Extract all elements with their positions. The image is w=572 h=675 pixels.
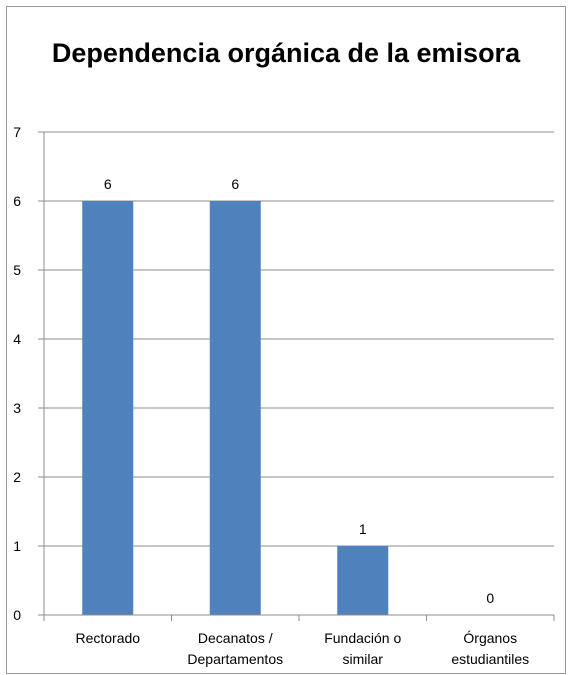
category-label: estudiantiles	[451, 651, 529, 667]
data-label: 1	[359, 521, 367, 537]
y-tick-label: 0	[13, 607, 21, 623]
y-tick-label: 3	[13, 400, 21, 416]
category-label: Departamentos	[187, 651, 283, 667]
data-labels: 6 6 1 0	[104, 176, 495, 606]
y-axis-ticks: 0 1 2 3 4 5 6 7	[13, 124, 44, 623]
bar	[337, 546, 389, 615]
data-label: 0	[486, 590, 494, 606]
bars	[82, 201, 389, 615]
x-axis	[43, 132, 555, 621]
y-tick-label: 2	[13, 469, 21, 485]
category-label: Rectorado	[75, 630, 140, 646]
category-label: Decanatos /	[198, 630, 273, 646]
category-labels: Rectorado Decanatos / Departamentos Fundaci…	[75, 630, 529, 667]
bar	[82, 201, 134, 615]
y-tick-label: 7	[13, 124, 21, 140]
chart-title: Dependencia orgánica de la emisora	[0, 34, 572, 72]
category-label: Órganos	[463, 630, 517, 646]
category-label: Fundación o	[324, 630, 401, 646]
category-label: similar	[343, 651, 384, 667]
bar	[209, 201, 261, 615]
y-tick-label: 6	[13, 193, 21, 209]
y-tick-label: 4	[13, 331, 21, 347]
data-label: 6	[104, 176, 112, 192]
y-tick-label: 1	[13, 538, 21, 554]
y-tick-label: 5	[13, 262, 21, 278]
chart-title-text: Dependencia orgánica de la emisora	[51, 38, 521, 68]
data-label: 6	[231, 176, 239, 192]
